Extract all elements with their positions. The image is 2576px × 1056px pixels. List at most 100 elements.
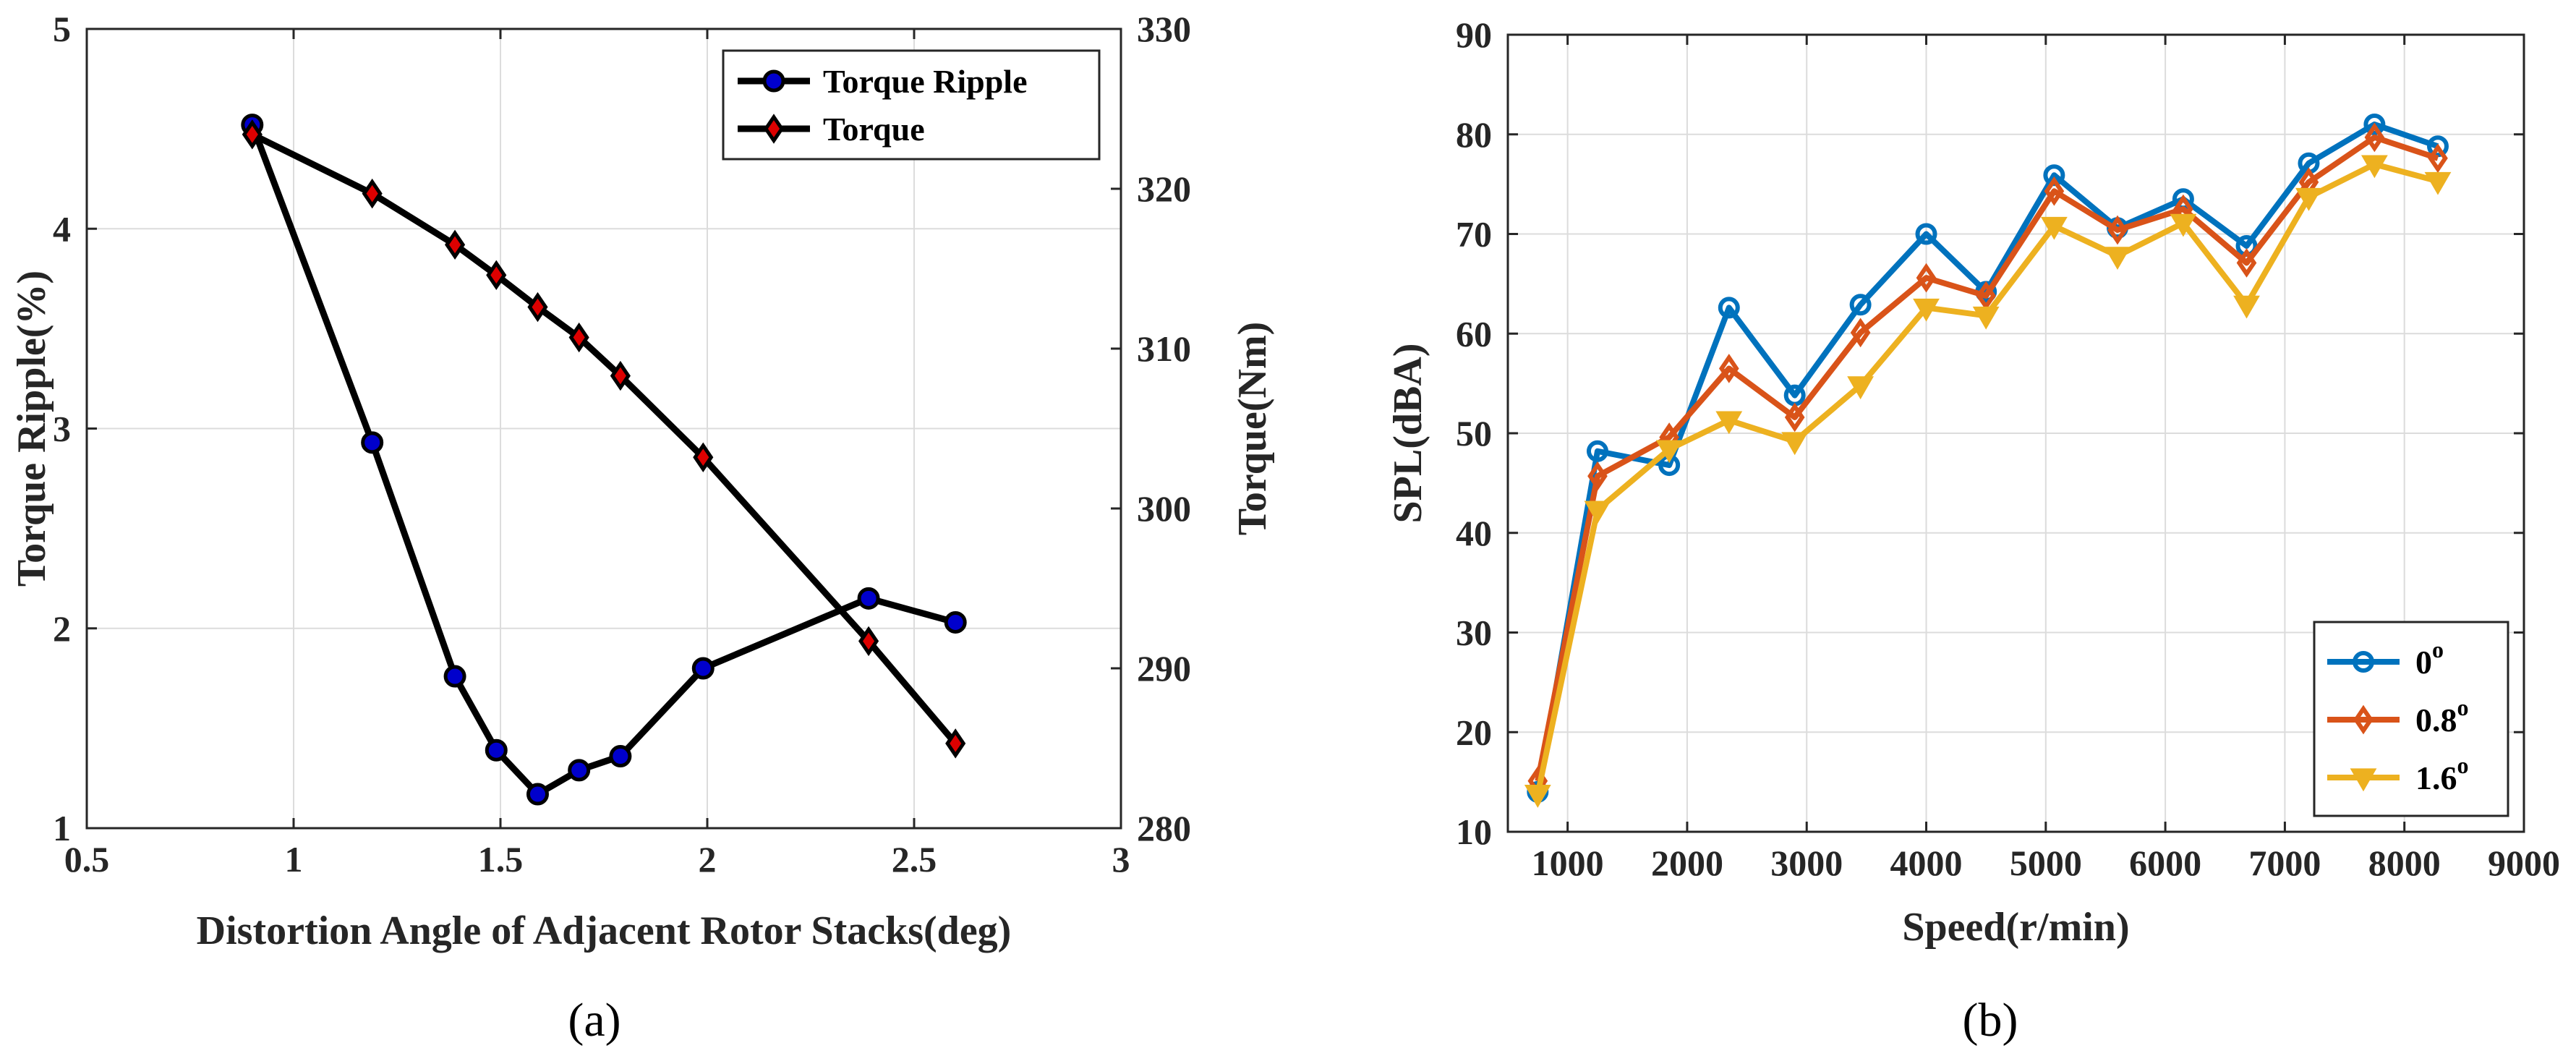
y-left-tick-label: 5 bbox=[53, 9, 71, 49]
x-tick-label: 3000 bbox=[1770, 843, 1843, 883]
series-line-2 bbox=[1535, 161, 2439, 795]
y-tick-label: 30 bbox=[1456, 613, 1492, 653]
legend-label: 0o bbox=[2415, 636, 2444, 681]
data-point-series-2 bbox=[1584, 501, 1611, 524]
y-right-tick-label: 330 bbox=[1137, 9, 1191, 49]
legend-marker bbox=[762, 69, 785, 93]
data-point-series-0 bbox=[2363, 113, 2386, 135]
y-left-tick-label: 2 bbox=[53, 608, 71, 649]
y-left-tick-label: 3 bbox=[53, 409, 71, 449]
y-tick-label: 60 bbox=[1456, 313, 1492, 354]
y-tick-label: 20 bbox=[1456, 712, 1492, 752]
y-axis-label: SPL(dBA) bbox=[1386, 344, 1430, 524]
y-right-tick-label: 300 bbox=[1137, 488, 1191, 529]
data-point-torque-ripple bbox=[443, 665, 466, 688]
series-line-torque-ripple bbox=[249, 124, 957, 798]
data-point-series-0 bbox=[1849, 294, 1872, 316]
data-point-torque bbox=[527, 291, 548, 323]
data-point-torque-ripple bbox=[526, 783, 549, 806]
data-point-series-1 bbox=[2044, 176, 2065, 206]
data-point-series-1 bbox=[2236, 248, 2257, 278]
chart-a-torque-ripple-vs-distortion-angle: 0.5 1 1.5 2 2.5 312345280290300310320330Disto… bbox=[9, 9, 1275, 953]
data-point-series-2 bbox=[2233, 295, 2260, 319]
data-point-torque bbox=[486, 260, 507, 291]
data-point-series-1 bbox=[1850, 318, 1871, 348]
x-tick-label: 8000 bbox=[2368, 843, 2441, 883]
data-point-series-2 bbox=[2295, 187, 2322, 211]
legend: 0o0.8o1.6o bbox=[2313, 621, 2509, 817]
data-point-torque-ripple bbox=[691, 657, 715, 680]
legend-label-value: 0 bbox=[2415, 644, 2432, 681]
data-point-series-1 bbox=[1916, 263, 1937, 293]
data-point-torque-ripple bbox=[857, 587, 880, 610]
data-point-series-0 bbox=[1718, 297, 1740, 319]
data-point-torque-ripple bbox=[568, 759, 591, 782]
data-point-series-2 bbox=[1715, 411, 1743, 435]
data-point-series-0 bbox=[2426, 135, 2449, 158]
legend-label-value: 1.6 bbox=[2415, 759, 2457, 796]
legend-marker bbox=[2353, 704, 2374, 735]
x-tick-label: 7000 bbox=[2248, 843, 2321, 883]
y-right-tick-label: 320 bbox=[1137, 169, 1191, 209]
data-point-torque bbox=[858, 626, 879, 657]
data-point-series-2 bbox=[1655, 440, 1683, 464]
data-point-series-2 bbox=[2104, 247, 2131, 270]
data-point-series-2 bbox=[2360, 155, 2388, 179]
data-point-series-2 bbox=[2424, 171, 2452, 195]
x-tick-label: 2.5 bbox=[892, 839, 937, 880]
y-tick-label: 10 bbox=[1456, 812, 1492, 852]
x-tick-label: 5000 bbox=[2010, 843, 2082, 883]
legend-marker bbox=[763, 114, 785, 144]
data-point-torque bbox=[945, 728, 966, 759]
data-point-torque-ripple bbox=[944, 610, 967, 634]
data-point-torque bbox=[693, 442, 714, 472]
y-tick-label: 90 bbox=[1456, 14, 1492, 55]
legend: Torque Ripple Torque bbox=[722, 49, 1101, 161]
data-point-series-1 bbox=[2364, 122, 2385, 153]
x-tick-label: 6000 bbox=[2129, 843, 2201, 883]
data-point-series-1 bbox=[1587, 461, 1608, 491]
y-left-tick-label: 4 bbox=[53, 208, 71, 249]
data-point-series-2 bbox=[1913, 298, 1940, 322]
data-point-torque bbox=[445, 229, 466, 260]
data-point-torque bbox=[610, 360, 631, 391]
caption-b: (b) bbox=[1963, 994, 2018, 1047]
legend-label-degree: o bbox=[2457, 694, 2469, 720]
series-line-1 bbox=[1535, 134, 2439, 782]
y-right-tick-label: 310 bbox=[1137, 328, 1191, 369]
y-right-tick-label: 280 bbox=[1137, 808, 1191, 848]
x-tick-label: 0.5 bbox=[64, 839, 110, 880]
y-left-tick-label: 1 bbox=[53, 808, 71, 848]
y-tick-label: 50 bbox=[1456, 413, 1492, 454]
y-tick-label: 70 bbox=[1456, 214, 1492, 255]
y-right-tick-label: 290 bbox=[1137, 648, 1191, 689]
legend-label-degree: o bbox=[2457, 752, 2469, 778]
legend-marker bbox=[2353, 651, 2374, 673]
x-tick-label: 1.5 bbox=[478, 839, 524, 880]
chart-b-spl-vs-speed: 1000 2000 3000 4000 5000 6000 7000 8000 9000 10 20… bbox=[1386, 14, 2560, 950]
data-point-series-1 bbox=[2428, 143, 2448, 174]
data-point-series-0 bbox=[1586, 440, 1608, 462]
data-point-series-2 bbox=[2040, 216, 2068, 240]
data-point-series-2 bbox=[1972, 306, 2000, 330]
series-line-torque bbox=[250, 131, 958, 746]
data-point-series-1 bbox=[1718, 354, 1739, 383]
x-tick-label: 9000 bbox=[2488, 843, 2560, 883]
data-point-torque bbox=[362, 178, 383, 209]
legend-label: 0.8o bbox=[2415, 694, 2469, 738]
data-point-series-1 bbox=[2107, 215, 2128, 245]
data-point-series-2 bbox=[2170, 213, 2197, 237]
data-point-torque bbox=[568, 322, 589, 353]
y-right-axis-label: Torque(Nm) bbox=[1230, 322, 1275, 536]
legend-label: Torque bbox=[823, 111, 925, 148]
data-point-series-1 bbox=[1784, 402, 1805, 433]
y-tick-label: 80 bbox=[1456, 114, 1492, 155]
data-point-torque-ripple bbox=[609, 745, 632, 768]
data-point-series-2 bbox=[1847, 376, 1875, 400]
data-point-torque bbox=[242, 119, 263, 150]
legend-label: 1.6o bbox=[2415, 752, 2469, 796]
x-tick-label: 3 bbox=[1112, 839, 1130, 880]
x-tick-label: 1 bbox=[285, 839, 303, 880]
x-tick-label: 1000 bbox=[1532, 843, 1604, 883]
